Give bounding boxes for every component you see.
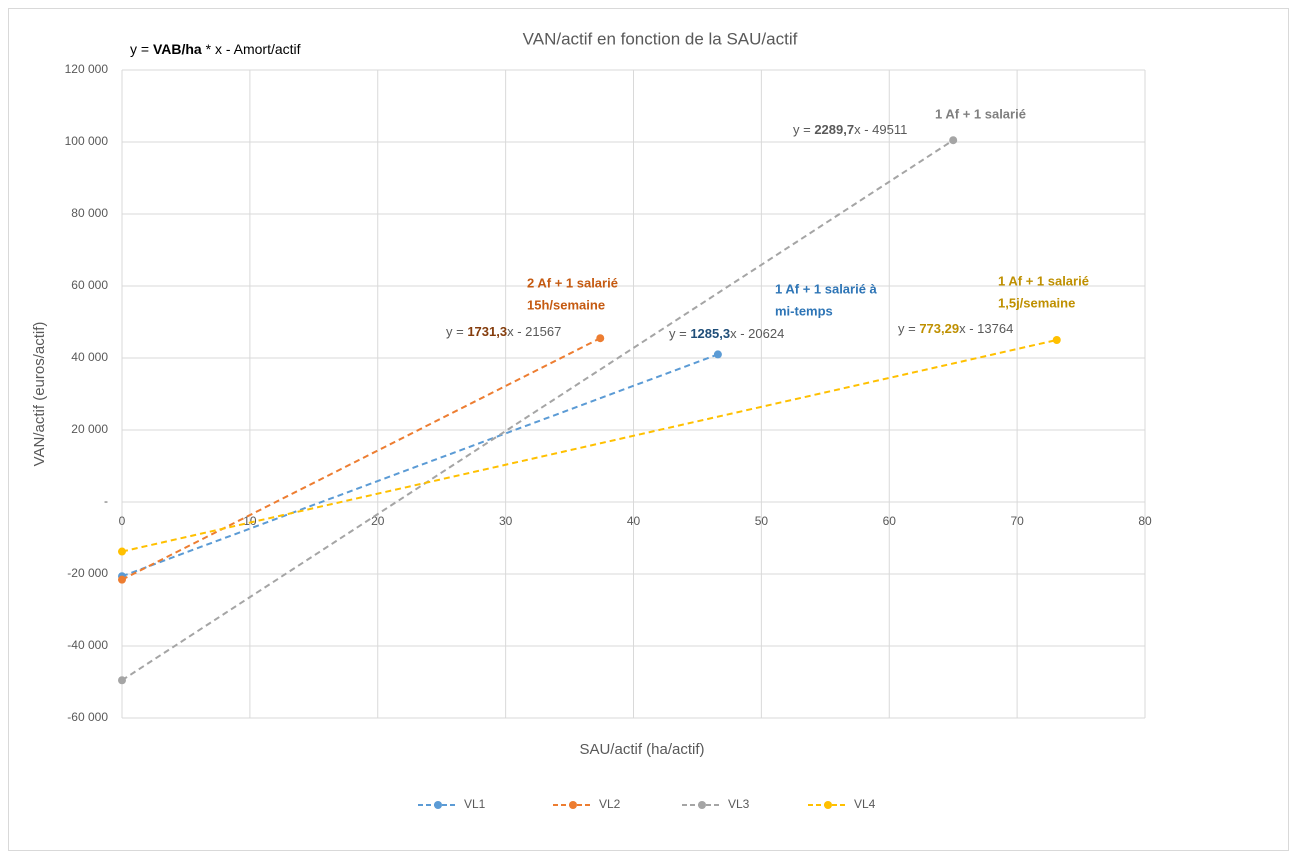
formula-part: * x - Amort/actif bbox=[202, 41, 301, 57]
x-tick-label: 0 bbox=[119, 514, 126, 528]
equation-coef: 2289,7 bbox=[814, 122, 854, 137]
x-tick-label: 10 bbox=[243, 514, 257, 528]
y-tick-label: -60 000 bbox=[67, 710, 108, 724]
formula-part: VAB/ha bbox=[153, 41, 202, 57]
equation-prefix: y = bbox=[669, 326, 690, 341]
data-point bbox=[596, 334, 605, 343]
x-tick-label: 50 bbox=[755, 514, 769, 528]
y-tick-label: 80 000 bbox=[71, 206, 108, 220]
legend-label: VL1 bbox=[464, 797, 486, 811]
trendline-equation: y = 773,29x - 13764 bbox=[898, 321, 1013, 336]
legend-marker bbox=[569, 801, 577, 809]
equation-suffix: x - 20624 bbox=[730, 326, 784, 341]
y-tick-label: - bbox=[104, 494, 108, 508]
series-annotation: 1 Af + 1 salarié bbox=[998, 273, 1089, 288]
x-axis-title: SAU/actif (ha/actif) bbox=[579, 741, 704, 758]
y-tick-label: 100 000 bbox=[65, 134, 109, 148]
trendline-equation: y = 1285,3x - 20624 bbox=[669, 326, 784, 341]
data-point bbox=[1052, 336, 1061, 344]
legend-marker bbox=[698, 801, 706, 809]
legend-label: VL3 bbox=[728, 797, 750, 811]
x-tick-label: 70 bbox=[1010, 514, 1024, 528]
x-tick-label: 60 bbox=[883, 514, 897, 528]
series-annotation: 1,5j/semaine bbox=[998, 295, 1075, 310]
x-tick-label: 80 bbox=[1138, 514, 1152, 528]
series-line bbox=[121, 353, 719, 578]
series-annotation: 1 Af + 1 salarié à bbox=[775, 281, 878, 296]
y-tick-label: -40 000 bbox=[67, 638, 108, 652]
y-tick-label: 40 000 bbox=[71, 350, 108, 364]
series-annotation: 1 Af + 1 salarié bbox=[935, 106, 1026, 121]
formula-part: y = bbox=[130, 41, 153, 57]
legend-marker bbox=[824, 801, 832, 809]
equation-coef: 773,29 bbox=[919, 321, 959, 336]
formula: y = VAB/ha * x - Amort/actif bbox=[130, 41, 301, 57]
y-axis-title: VAN/actif (euros/actif) bbox=[31, 322, 48, 467]
data-point bbox=[118, 547, 126, 556]
legend-marker bbox=[434, 801, 442, 809]
equation-prefix: y = bbox=[446, 324, 467, 339]
y-tick-label: -20 000 bbox=[67, 566, 108, 580]
equation-coef: 1285,3 bbox=[690, 326, 730, 341]
legend-label: VL2 bbox=[599, 797, 621, 811]
chart-title: VAN/actif en fonction de la SAU/actif bbox=[523, 29, 798, 48]
equation-coef: 1731,3 bbox=[467, 324, 507, 339]
equation-prefix: y = bbox=[898, 321, 919, 336]
legend-label: VL4 bbox=[854, 797, 876, 811]
x-tick-label: 20 bbox=[371, 514, 385, 528]
x-tick-label: 30 bbox=[499, 514, 513, 528]
series-annotation: 15h/semaine bbox=[527, 297, 605, 312]
data-point bbox=[118, 575, 126, 584]
y-tick-label: 60 000 bbox=[71, 278, 108, 292]
trendline-equation: y = 1731,3x - 21567 bbox=[446, 324, 561, 339]
series-annotation: 2 Af + 1 salarié bbox=[527, 275, 618, 290]
data-point bbox=[713, 350, 722, 359]
equation-prefix: y = bbox=[793, 122, 814, 137]
data-point bbox=[118, 676, 126, 685]
x-tick-label: 40 bbox=[627, 514, 641, 528]
y-tick-label: 20 000 bbox=[71, 422, 108, 436]
equation-suffix: x - 13764 bbox=[959, 321, 1013, 336]
y-tick-label: 120 000 bbox=[65, 62, 109, 76]
data-point bbox=[949, 136, 958, 145]
equation-suffix: x - 21567 bbox=[507, 324, 561, 339]
series-annotation: mi-temps bbox=[775, 303, 833, 318]
trendline-equation: y = 2289,7x - 49511 bbox=[793, 122, 907, 137]
equation-suffix: x - 49511 bbox=[854, 122, 907, 137]
series-line bbox=[121, 139, 954, 682]
